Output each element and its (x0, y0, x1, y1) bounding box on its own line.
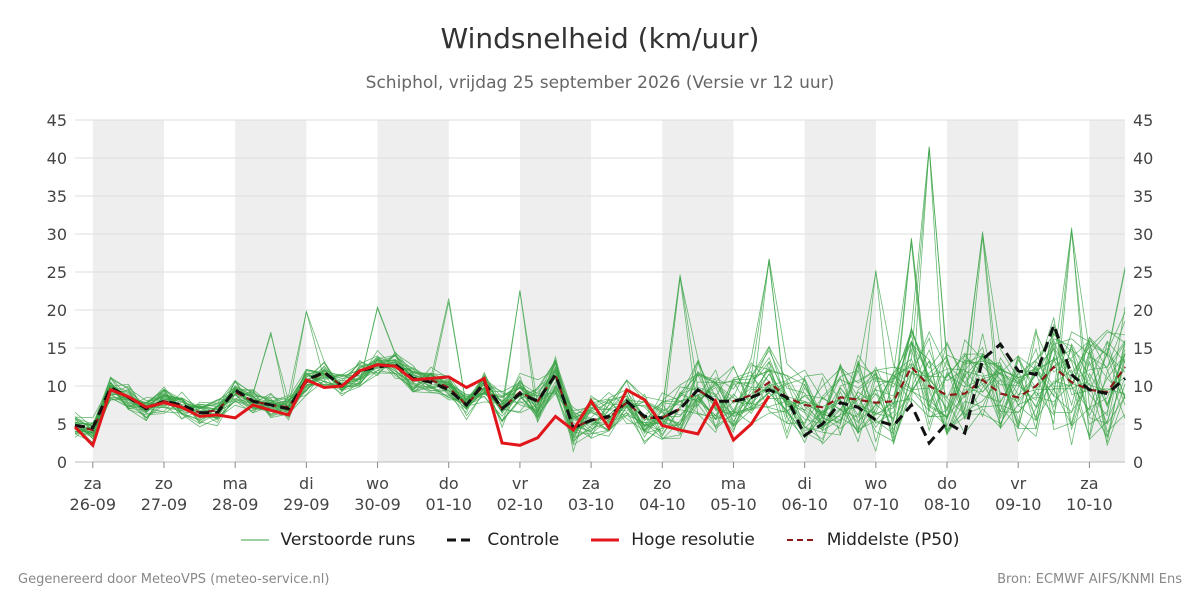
y-tick-label-right: 15 (1133, 339, 1153, 358)
x-tick-label-date: 10-10 (1066, 495, 1113, 514)
x-tick-label-date: 28-09 (212, 495, 259, 514)
y-tick-label-left: 15 (47, 339, 67, 358)
y-tick-label-left: 0 (57, 453, 67, 472)
legend-label-high-res: Hoge resolutie (631, 530, 755, 550)
x-tick-label-day: di (797, 474, 812, 493)
legend: Verstoorde runs Controle Hoge resolutie … (0, 530, 1200, 550)
wind-speed-chart: 0 5 10 15 20 25 30 35 40 45 0 5 10 15 20 25 30 35 40 45 za… (47, 111, 1154, 514)
day-shade-band (377, 120, 449, 462)
footer-source: Bron: ECMWF AIFS/KNMI Ens (997, 572, 1182, 587)
legend-swatch-median (786, 539, 815, 541)
y-tick-label-right: 25 (1133, 263, 1153, 282)
chart-subtitle: Schiphol, vrijdag 25 september 2026 (Ver… (365, 73, 835, 93)
x-tick-label-date: 02-10 (497, 495, 544, 514)
day-shade-band (947, 120, 1019, 462)
x-tick-label-day: di (299, 474, 314, 493)
x-tick-label-date: 07-10 (853, 495, 900, 514)
y-tick-label-left: 35 (47, 187, 67, 206)
ensemble-run-line (74, 243, 1126, 444)
x-tick-label-day: wo (366, 474, 389, 493)
high-res-series (73, 363, 771, 449)
y-tick-label-left: 5 (57, 415, 67, 434)
y-tick-label-left: 45 (47, 111, 67, 130)
x-tick-label-date: 04-10 (639, 495, 686, 514)
x-tick-label-date: 05-10 (710, 495, 757, 514)
y-tick-label-left: 40 (47, 149, 67, 168)
x-tick-label-day: do (937, 474, 957, 493)
ensemble-run-line (74, 267, 1126, 439)
x-tick-label-date: 09-10 (995, 495, 1042, 514)
ensemble-run-line (74, 148, 1126, 439)
x-tick-label-day: ma (721, 474, 746, 493)
x-tick-label-date: 01-10 (425, 495, 472, 514)
y-tick-label-right: 45 (1133, 111, 1153, 130)
legend-label-control: Controle (487, 530, 560, 550)
x-tick-label-day: za (582, 474, 600, 493)
ensemble-run-line (74, 311, 1126, 436)
y-tick-label-right: 35 (1133, 187, 1153, 206)
legend-swatch-ensemble (240, 539, 269, 541)
x-tick-label-day: do (439, 474, 459, 493)
x-tick-label-date: 27-09 (141, 495, 188, 514)
x-tick-label-day: za (84, 474, 102, 493)
x-tick-label-day: vr (1010, 474, 1026, 493)
y-tick-label-right: 40 (1133, 149, 1153, 168)
x-tick-label-day: wo (864, 474, 887, 493)
ensemble-run-line (74, 277, 1126, 443)
legend-item-high-res: Hoge resolutie (591, 530, 755, 550)
y-tick-label-left: 30 (47, 225, 67, 244)
x-tick-label-date: 06-10 (781, 495, 828, 514)
y-tick-label-left: 20 (47, 301, 67, 320)
legend-item-control: Controle (447, 530, 559, 550)
y-tick-label-right: 5 (1133, 415, 1143, 434)
x-tick-label-day: vr (512, 474, 528, 493)
legend-swatch-control (447, 538, 476, 542)
x-tick-label-day: zo (155, 474, 173, 493)
y-tick-label-right: 0 (1133, 453, 1143, 472)
x-tick-label-date: 03-10 (568, 495, 615, 514)
y-tick-label-right: 10 (1133, 377, 1153, 396)
x-tick-label-date: 26-09 (70, 495, 117, 514)
legend-item-median: Middelste (P50) (786, 530, 960, 550)
control-line (74, 320, 1126, 446)
x-tick-label-day: zo (653, 474, 671, 493)
x-tick-label-date: 08-10 (924, 495, 971, 514)
ensemble-run-line (74, 291, 1126, 445)
x-tick-label-day: ma (222, 474, 247, 493)
x-tick-label-date: 30-09 (354, 495, 401, 514)
day-shade-band (519, 120, 592, 462)
legend-swatch-high-res (591, 538, 620, 542)
y-axis-right: 0 5 10 15 20 25 30 35 40 45 (1133, 111, 1153, 472)
x-tick-label-day: za (1080, 474, 1098, 493)
ensemble-run-line (74, 274, 1126, 443)
x-tick-label-date: 29-09 (283, 495, 330, 514)
legend-label-ensemble: Verstoorde runs (280, 530, 416, 550)
footer-generated-by: Gegenereerd door MeteoVPS (meteo-service… (18, 572, 330, 587)
control-series (74, 320, 1126, 446)
high-res-line (73, 363, 771, 449)
y-tick-label-left: 10 (47, 377, 67, 396)
legend-item-ensemble: Verstoorde runs (240, 530, 416, 550)
x-axis: za 26-09 zo 27-09 ma 28-09 di 29-09 wo 30-09 do 01-… (70, 461, 1125, 514)
y-tick-label-left: 25 (47, 263, 67, 282)
y-tick-label-right: 30 (1133, 225, 1153, 244)
y-axis-left: 0 5 10 15 20 25 30 35 40 45 (47, 111, 67, 472)
legend-label-median: Middelste (P50) (826, 530, 960, 550)
y-tick-label-right: 20 (1133, 301, 1153, 320)
chart-title: Windsnelheid (km/uur) (440, 22, 760, 55)
